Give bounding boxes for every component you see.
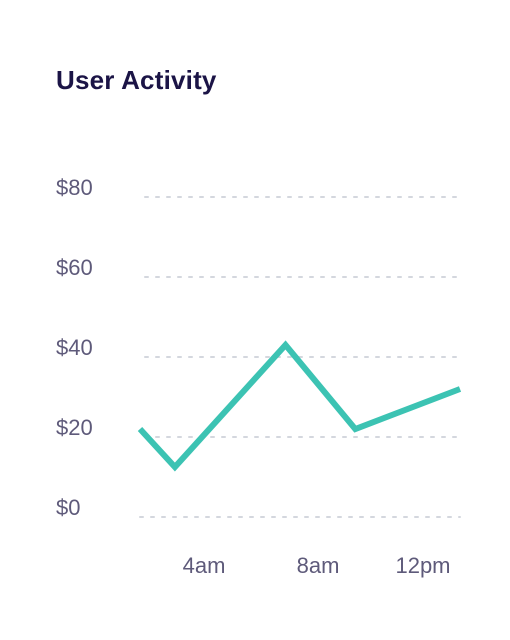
y-tick-label: $20 (56, 415, 93, 440)
series-line (137, 340, 462, 472)
x-tick-label: 8am (297, 553, 340, 578)
x-tick-label: 4am (183, 553, 226, 578)
y-axis-labels: $0 $20 $40 $60 $80 (56, 175, 93, 520)
y-tick-label: $80 (56, 175, 93, 200)
y-tick-label: $60 (56, 255, 93, 280)
grid-lines (139, 196, 461, 518)
y-tick-label: $0 (56, 495, 80, 520)
x-tick-label: 12pm (395, 553, 450, 578)
series-layer (137, 340, 462, 472)
chart-title: User Activity (56, 65, 217, 95)
x-axis-labels: 4am 8am 12pm (183, 553, 451, 578)
y-tick-label: $40 (56, 335, 93, 360)
